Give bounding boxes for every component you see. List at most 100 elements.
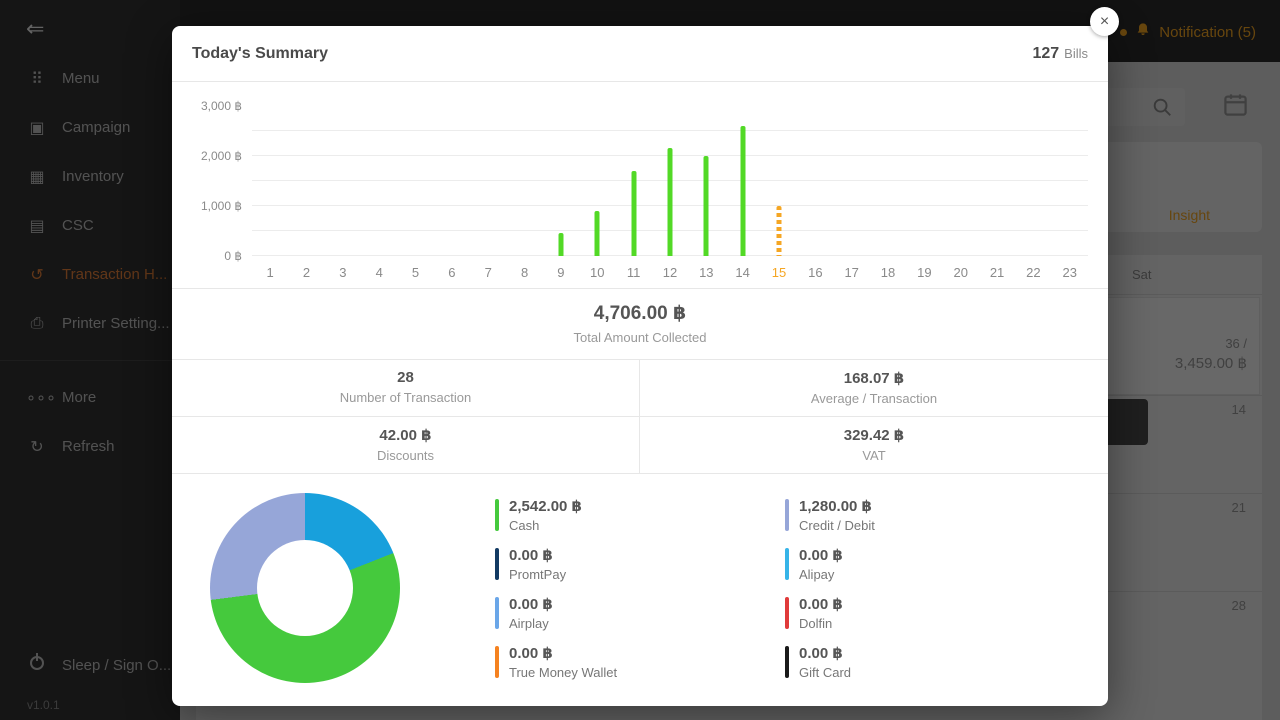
x-tick-5: 5 <box>411 265 420 280</box>
payment-text: 0.00 ฿ Gift Card <box>799 644 851 680</box>
close-icon[interactable]: × <box>1090 7 1119 36</box>
bar-slot-hour-3 <box>325 106 361 256</box>
stat-value: 329.42 ฿ <box>843 427 905 444</box>
payment-color-swatch <box>785 645 789 678</box>
x-tick-2: 2 <box>302 265 311 280</box>
payment-legend-item: 0.00 ฿ Airplay <box>495 595 765 631</box>
payment-color-swatch <box>785 498 789 531</box>
payment-legend-item: 0.00 ฿ Dolfin <box>785 595 1055 631</box>
payment-legend-item: 0.00 ฿ PromtPay <box>495 546 765 582</box>
bar-slot-hour-8 <box>506 106 542 256</box>
payment-legend-item: 0.00 ฿ Alipay <box>785 546 1055 582</box>
payment-amount: 0.00 ฿ <box>509 546 553 564</box>
total-collected-value: 4,706.00 ฿ <box>593 303 687 324</box>
modal-title: Today's Summary <box>192 44 328 62</box>
todays-summary-modal: Today's Summary 127 Bills 3,000 ฿ 2,000 ฿ 1… <box>172 26 1108 706</box>
payment-label: Dolfin <box>799 615 833 631</box>
stat-value: 168.07 ฿ <box>843 370 905 387</box>
payment-label: True Money Wallet <box>509 664 618 680</box>
payment-color-swatch <box>785 547 789 580</box>
stat-value: 28 <box>397 369 414 386</box>
payments-section: 2,542.00 ฿ Cash 0.00 ฿ PromtPay 0.00 ฿ Airpla… <box>172 473 1108 706</box>
bar-slot-hour-19 <box>906 106 942 256</box>
payment-legend-item: 2,542.00 ฿ Cash <box>495 497 765 533</box>
x-tick-9: 9 <box>557 265 565 280</box>
modal-header: Today's Summary 127 Bills <box>172 26 1108 82</box>
bar-slot-hour-15 <box>761 106 797 256</box>
bar-slot-hour-1 <box>252 106 288 256</box>
bar-hour-14 <box>740 126 746 256</box>
bar-slot-hour-4 <box>361 106 397 256</box>
bar-hour-9 <box>558 233 564 256</box>
bar-slot-hour-16 <box>797 106 833 256</box>
payment-text: 2,542.00 ฿ Cash <box>509 497 582 533</box>
bar-slot-hour-14 <box>724 106 760 256</box>
total-collected-label: Total Amount Collected <box>573 330 707 345</box>
payment-text: 0.00 ฿ True Money Wallet <box>509 644 617 680</box>
payment-color-swatch <box>785 596 789 629</box>
payment-amount: 0.00 ฿ <box>799 595 843 613</box>
bar-slot-hour-2 <box>288 106 324 256</box>
x-tick-3: 3 <box>339 265 347 280</box>
bar-hour-11 <box>631 171 637 256</box>
bar-slot-hour-18 <box>870 106 906 256</box>
payment-amount: 0.00 ฿ <box>799 546 843 564</box>
payment-amount: 0.00 ฿ <box>799 644 843 662</box>
bar-slot-hour-12 <box>652 106 688 256</box>
payment-text: 0.00 ฿ Alipay <box>799 546 843 582</box>
x-tick-12: 12 <box>662 265 678 280</box>
bills-value: 127 <box>1032 44 1060 62</box>
stat-cell-0: 28 Number of Transaction <box>172 360 640 417</box>
payment-amount: 1,280.00 ฿ <box>799 497 872 515</box>
bar-slot-hour-23 <box>1052 106 1088 256</box>
payment-legend-right: 1,280.00 ฿ Credit / Debit 0.00 ฿ Alipay 0.00… <box>785 497 1055 680</box>
x-tick-1: 1 <box>266 265 274 280</box>
x-tick-11: 11 <box>626 265 641 280</box>
payment-color-swatch <box>495 596 499 629</box>
x-tick-6: 6 <box>448 265 456 280</box>
stat-cell-2: 42.00 ฿ Discounts <box>172 417 640 473</box>
plot-column: 1 2 3 4 5 6 7 8 9 10 11 12 13 14 15 16 17 18 19 20 21 22 23 <box>252 106 1088 280</box>
bar-slot-hour-17 <box>834 106 870 256</box>
x-tick-15: 15 <box>771 265 787 280</box>
x-tick-17: 17 <box>844 265 859 280</box>
bar-slot-hour-5 <box>397 106 433 256</box>
x-tick-23: 23 <box>1062 265 1077 280</box>
x-tick-18: 18 <box>880 265 896 280</box>
payment-color-swatch <box>495 547 499 580</box>
x-tick-4: 4 <box>375 265 383 280</box>
x-tick-10: 10 <box>590 265 605 280</box>
stat-label: Number of Transaction <box>339 390 472 405</box>
bar-slot-hour-10 <box>579 106 615 256</box>
bar-slot-hour-22 <box>1015 106 1051 256</box>
payment-text: 0.00 ฿ PromtPay <box>509 546 566 582</box>
bar-hour-12 <box>667 148 673 256</box>
stat-cell-3: 329.42 ฿ VAT <box>640 417 1108 473</box>
x-tick-19: 19 <box>917 265 932 280</box>
payment-text: 0.00 ฿ Dolfin <box>799 595 843 631</box>
bills-count: 127 Bills <box>1032 45 1088 63</box>
stats-grid: 28 Number of Transaction 168.07 ฿ Average /… <box>172 359 1108 473</box>
x-tick-21: 21 <box>989 265 1005 280</box>
bar-slot-hour-11 <box>615 106 651 256</box>
payment-text: 1,280.00 ฿ Credit / Debit <box>799 497 875 533</box>
payment-label: Credit / Debit <box>799 517 875 533</box>
payment-amount: 2,542.00 ฿ <box>509 497 582 515</box>
bar-slot-hour-9 <box>543 106 579 256</box>
hourly-bar-chart: 3,000 ฿ 2,000 ฿ 1,000 ฿ 0 ฿ 1 2 3 4 5 6 7 8 9 10 11 12… <box>172 82 1108 280</box>
x-tick-14: 14 <box>735 265 750 280</box>
bar-slot-hour-7 <box>470 106 506 256</box>
x-tick-20: 20 <box>953 265 968 280</box>
bar-slot-hour-20 <box>943 106 979 256</box>
bar-slot-hour-21 <box>979 106 1015 256</box>
bar-hour-15 <box>776 206 782 256</box>
stat-label: Average / Transaction <box>810 391 938 406</box>
payment-label: Alipay <box>799 566 835 582</box>
stat-label: Discounts <box>376 448 435 463</box>
x-tick-22: 22 <box>1026 265 1041 280</box>
payment-legend-item: 0.00 ฿ Gift Card <box>785 644 1055 680</box>
payment-label: Gift Card <box>799 664 852 680</box>
x-tick-7: 7 <box>484 265 492 280</box>
bar-slot-hour-6 <box>434 106 470 256</box>
